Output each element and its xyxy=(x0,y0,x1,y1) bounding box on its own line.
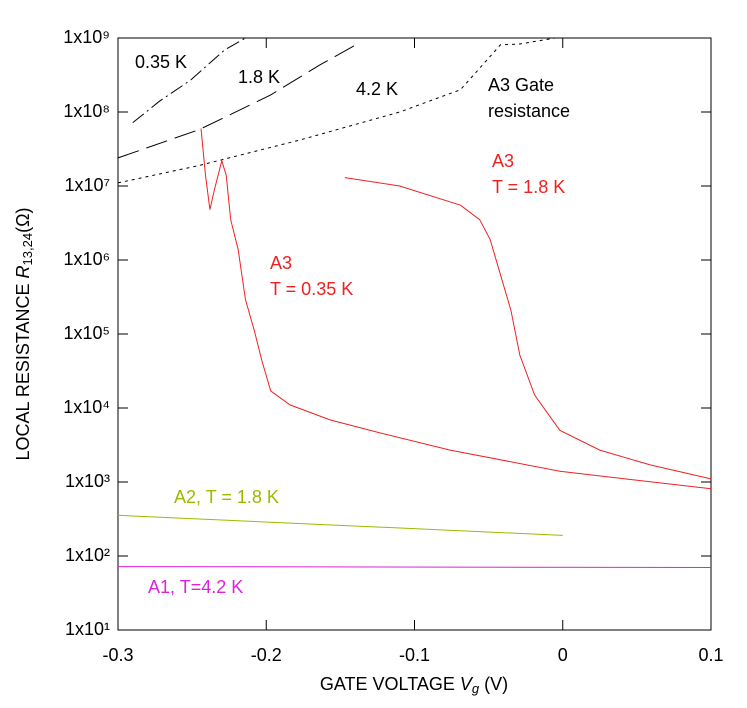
data-line xyxy=(117,44,356,159)
y-label-part: (Ω) xyxy=(13,207,33,232)
y-tick-label: 1x10⁵ xyxy=(64,323,111,343)
y-tick-label: 1x10⁸ xyxy=(63,101,110,121)
data-line xyxy=(117,37,556,184)
annotation: A3 Gate xyxy=(488,75,554,95)
annotation: A3 xyxy=(492,151,514,171)
annotation: A1, T=4.2 K xyxy=(148,577,243,597)
y-axis-label: LOCAL RESISTANCE R13,24(Ω) xyxy=(13,207,36,460)
data-line xyxy=(117,514,563,536)
x-tick-label: -0.2 xyxy=(251,645,282,665)
annotation: resistance xyxy=(488,101,570,121)
y-tick-label: 1x10⁷ xyxy=(64,175,110,195)
annotation: A2, T = 1.8 K xyxy=(174,487,279,507)
x-tick-label: 0.1 xyxy=(698,645,723,665)
x-label-part: V xyxy=(460,674,474,694)
y-tick-label: 1x10¹ xyxy=(65,619,110,639)
data-line xyxy=(344,177,712,480)
x-label-part: g xyxy=(472,681,480,696)
y-label-part: R xyxy=(13,265,33,278)
data-line xyxy=(132,37,246,123)
y-tick-label: 1x10² xyxy=(65,545,110,565)
x-tick-label: -0.1 xyxy=(399,645,430,665)
annotation: 0.35 K xyxy=(135,52,187,72)
annotation: 4.2 K xyxy=(356,79,398,99)
y-tick-label: 1x10⁴ xyxy=(63,397,110,417)
y-tick-label: 1x10⁶ xyxy=(64,249,110,269)
y-label-part: LOCAL RESISTANCE xyxy=(13,278,33,460)
data-line xyxy=(117,566,712,568)
data-line xyxy=(200,128,712,490)
x-axis-label: GATE VOLTAGE Vg (V) xyxy=(320,674,508,697)
x-label-part: (V) xyxy=(479,674,508,694)
x-tick-label: 0 xyxy=(558,645,568,665)
x-tick-label: -0.3 xyxy=(102,645,133,665)
annotation: T = 1.8 K xyxy=(492,177,565,197)
annotation: T = 0.35 K xyxy=(270,279,353,299)
x-label-part: GATE VOLTAGE xyxy=(320,674,460,694)
plot-frame xyxy=(117,37,712,631)
y-label-part: 13,24 xyxy=(20,233,35,266)
annotation: A3 xyxy=(270,253,292,273)
annotation: 1.8 K xyxy=(238,67,280,87)
y-tick-label: 1x10³ xyxy=(65,471,110,491)
y-tick-label: 1x10⁹ xyxy=(63,27,110,47)
